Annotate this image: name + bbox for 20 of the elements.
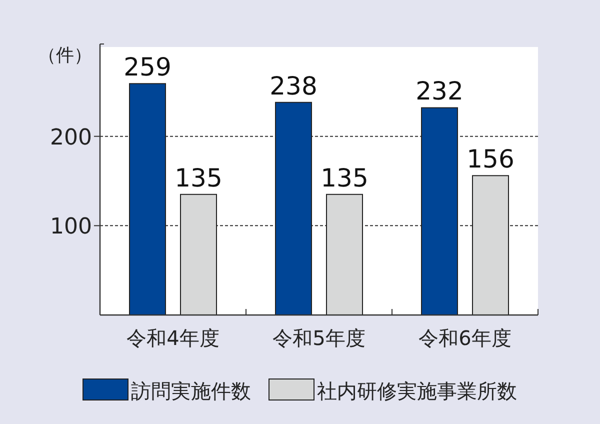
data-label: 135	[320, 163, 368, 192]
y-tick-label: 200	[50, 125, 92, 150]
data-label: 238	[270, 71, 318, 100]
y-tick-label: 100	[50, 214, 92, 240]
bar	[275, 102, 312, 316]
data-label: 135	[174, 163, 222, 192]
x-tick-label: 令和4年度	[126, 326, 220, 350]
data-label: 232	[416, 76, 464, 106]
bar	[326, 194, 363, 316]
bar	[421, 107, 458, 316]
bar	[129, 83, 166, 316]
legend-label: 社内研修実施事業所数	[317, 379, 517, 403]
bar	[180, 194, 217, 316]
y-axis-title: （件）	[38, 45, 92, 66]
bar	[472, 175, 509, 316]
data-label: 259	[124, 52, 172, 82]
x-tick-label: 令和5年度	[272, 326, 366, 350]
legend-label: 訪問実施件数	[131, 379, 251, 403]
data-label: 156	[466, 144, 514, 174]
x-tick-label: 令和6年度	[418, 326, 512, 350]
